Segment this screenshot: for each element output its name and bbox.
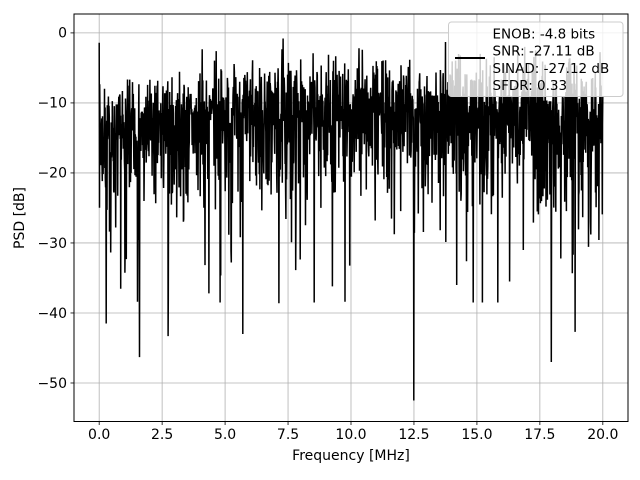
psd-noise-trace [98,38,604,401]
x-tick-label: 17.5 [524,427,555,443]
y-tick-label: −20 [37,166,67,182]
x-tick-label: 20.0 [587,427,618,443]
y-tick-label: 0 [58,26,67,42]
x-tick-label: 10.0 [335,427,366,443]
x-tick-label: 0.0 [88,427,110,443]
x-tick-label: 5.0 [214,427,236,443]
x-tick-label: 15.0 [461,427,492,443]
tick-label-layer: 0.0 2.5 5.0 7.5 10.0 12.5 15.0 17.5 20.0 0 −10 −20 −… [37,26,618,443]
x-axis-label: Frequency [MHz] [292,448,410,464]
legend-box [448,21,624,97]
y-tick-label: −30 [37,236,67,252]
legend-entry-snr: SNR: -27.11 dB [493,44,595,60]
y-tick-label: −40 [37,306,67,322]
legend-entry-enob: ENOB: -4.8 bits [493,27,596,43]
legend-entry-sfdr: SFDR: 0.33 [493,78,568,94]
x-tick-label: 12.5 [398,427,429,443]
legend: ENOB: -4.8 bits SNR: -27.11 dB SINAD: -2… [448,21,624,97]
x-tick-label: 7.5 [277,427,299,443]
y-tick-label: −10 [37,96,67,112]
x-tick-label: 2.5 [151,427,173,443]
y-axis-label: PSD [dB] [12,187,28,249]
y-tick-label: −50 [37,376,67,392]
legend-entry-sinad: SINAD: -27.12 dB [493,61,610,77]
tick-layer [70,32,604,425]
